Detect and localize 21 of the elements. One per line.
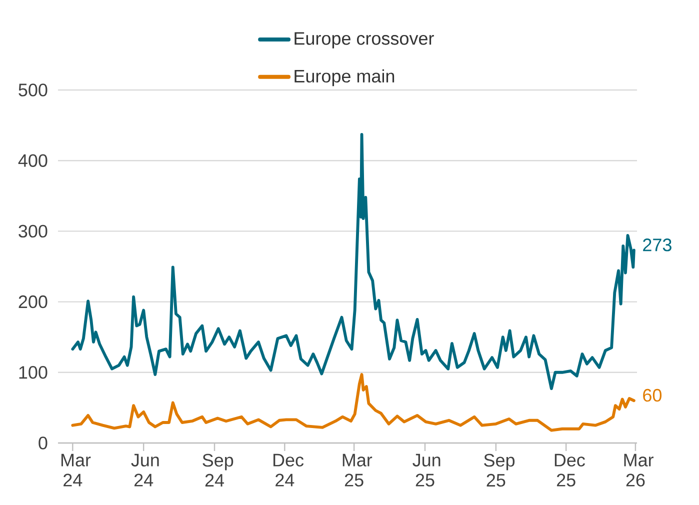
x-tick-label: Dec 24 xyxy=(273,454,304,486)
x-tick-label: Jun 24 xyxy=(131,454,159,486)
x-tick-label: Sep 25 xyxy=(484,454,515,487)
x-tick-label: Mar 24 xyxy=(61,454,91,486)
y-tick-label: 300 xyxy=(18,224,48,238)
line-series xyxy=(71,373,636,432)
x-tick-label: Mar 26 xyxy=(624,454,654,486)
y-tick-label: 100 xyxy=(19,366,48,379)
annotation: 273 xyxy=(643,238,672,252)
x-tick-label: Sep 24 xyxy=(202,454,234,486)
y-tick-label: 0 xyxy=(38,436,48,450)
line-series xyxy=(71,133,636,390)
y-tick-label: 400 xyxy=(18,154,48,167)
legend-label: Europe crossover xyxy=(294,32,434,48)
legend-label: Europe main xyxy=(294,69,394,86)
x-tick-label: Jun 25 xyxy=(412,454,440,486)
annotation: 60 xyxy=(643,388,662,402)
x-tick-label: Dec 25 xyxy=(554,454,585,486)
x-tick-label: Mar 25 xyxy=(342,454,372,486)
y-tick-label: 500 xyxy=(18,84,48,96)
y-tick-label: 200 xyxy=(18,295,48,308)
